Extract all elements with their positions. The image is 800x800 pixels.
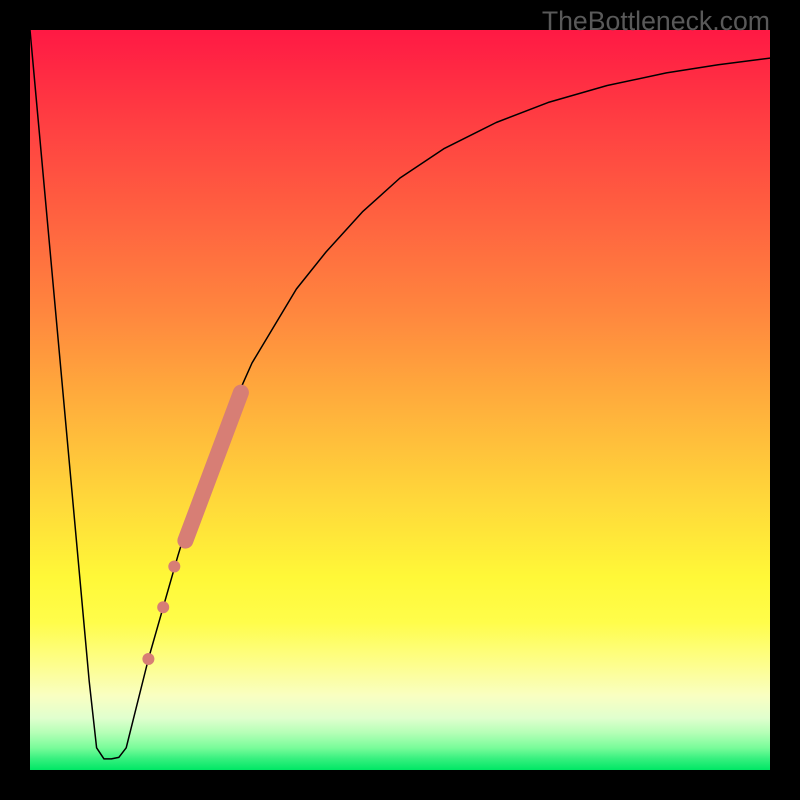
- plot-area: [30, 30, 770, 770]
- marker-dot: [142, 653, 154, 665]
- marker-dot: [157, 601, 169, 613]
- chart-overlay: [30, 30, 770, 770]
- marker-thick-segment: [185, 393, 241, 541]
- curve-line: [30, 30, 770, 759]
- chart-container: TheBottleneck.com: [0, 0, 800, 800]
- watermark-text: TheBottleneck.com: [542, 6, 770, 37]
- marker-dot: [168, 561, 180, 573]
